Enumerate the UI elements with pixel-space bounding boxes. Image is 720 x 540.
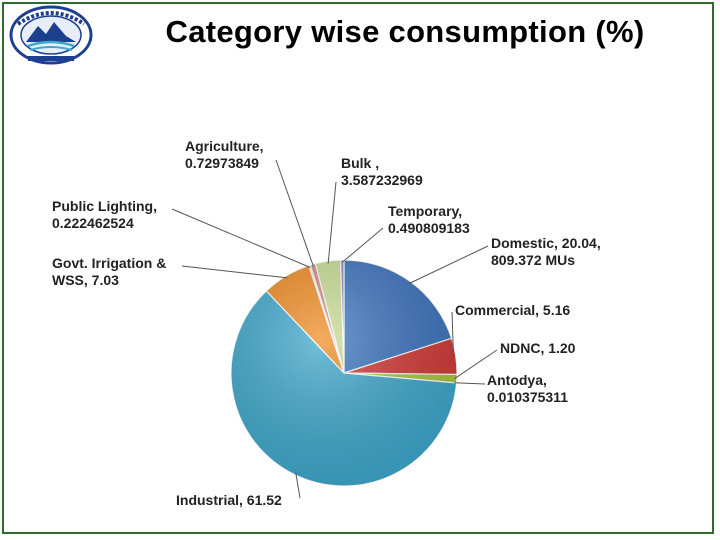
data-label-agriculture: Agriculture, 0.72973849 <box>185 138 264 172</box>
data-label-line: Industrial, 61.52 <box>176 492 282 508</box>
data-label-antodya: Antodya, 0.010375311 <box>487 372 568 406</box>
leader-line <box>181 265 288 279</box>
leader-line <box>454 349 498 379</box>
data-label-line: WSS, 7.03 <box>52 272 119 288</box>
data-label-temporary: Temporary, 0.490809183 <box>388 203 470 237</box>
data-label-line: Commercial, 5.16 <box>455 302 571 318</box>
data-label-line: 0.72973849 <box>185 155 259 171</box>
data-label-domestic: Domestic, 20.04, 809.372 MUs <box>491 235 601 269</box>
leader-line <box>327 181 337 264</box>
data-label-public-lighting: Public Lighting, 0.222462524 <box>52 198 157 232</box>
data-label-line: 3.587232969 <box>341 172 423 188</box>
data-label-line: Govt. Irrigation & <box>52 255 167 271</box>
data-label-commercial: Commercial, 5.16 <box>455 302 570 319</box>
data-label-govt-irrigation-wss: Govt. Irrigation & WSS, 7.03 <box>52 255 166 289</box>
data-label-line: NDNC, 1.20 <box>500 340 576 356</box>
data-label-line: 0.490809183 <box>388 220 470 236</box>
data-label-line: Agriculture, <box>185 138 264 154</box>
data-label-line: Temporary, <box>388 203 463 219</box>
leader-line <box>275 159 314 267</box>
leader-line <box>341 227 384 263</box>
leader-line <box>171 208 311 268</box>
data-label-bulk: Bulk , 3.587232969 <box>341 155 423 189</box>
data-label-industrial: Industrial, 61.52 <box>176 492 282 509</box>
slide-frame <box>2 2 714 534</box>
leader-line <box>454 382 486 385</box>
data-label-line: 0.010375311 <box>487 389 568 405</box>
data-label-line: Public Lighting, <box>52 198 157 214</box>
data-label-line: Antodya, <box>487 372 547 388</box>
data-label-line: Bulk , <box>341 155 380 171</box>
leader-line <box>451 311 455 357</box>
page-title: Category wise consumption (%) <box>165 14 645 49</box>
leader-line <box>295 472 301 499</box>
data-label-ndnc: NDNC, 1.20 <box>500 340 575 357</box>
leader-line <box>408 245 489 284</box>
data-label-line: 0.222462524 <box>52 215 134 231</box>
data-label-line: Domestic, 20.04, <box>491 235 601 251</box>
seal-logo <box>9 5 93 65</box>
data-label-line: 809.372 MUs <box>491 252 576 268</box>
